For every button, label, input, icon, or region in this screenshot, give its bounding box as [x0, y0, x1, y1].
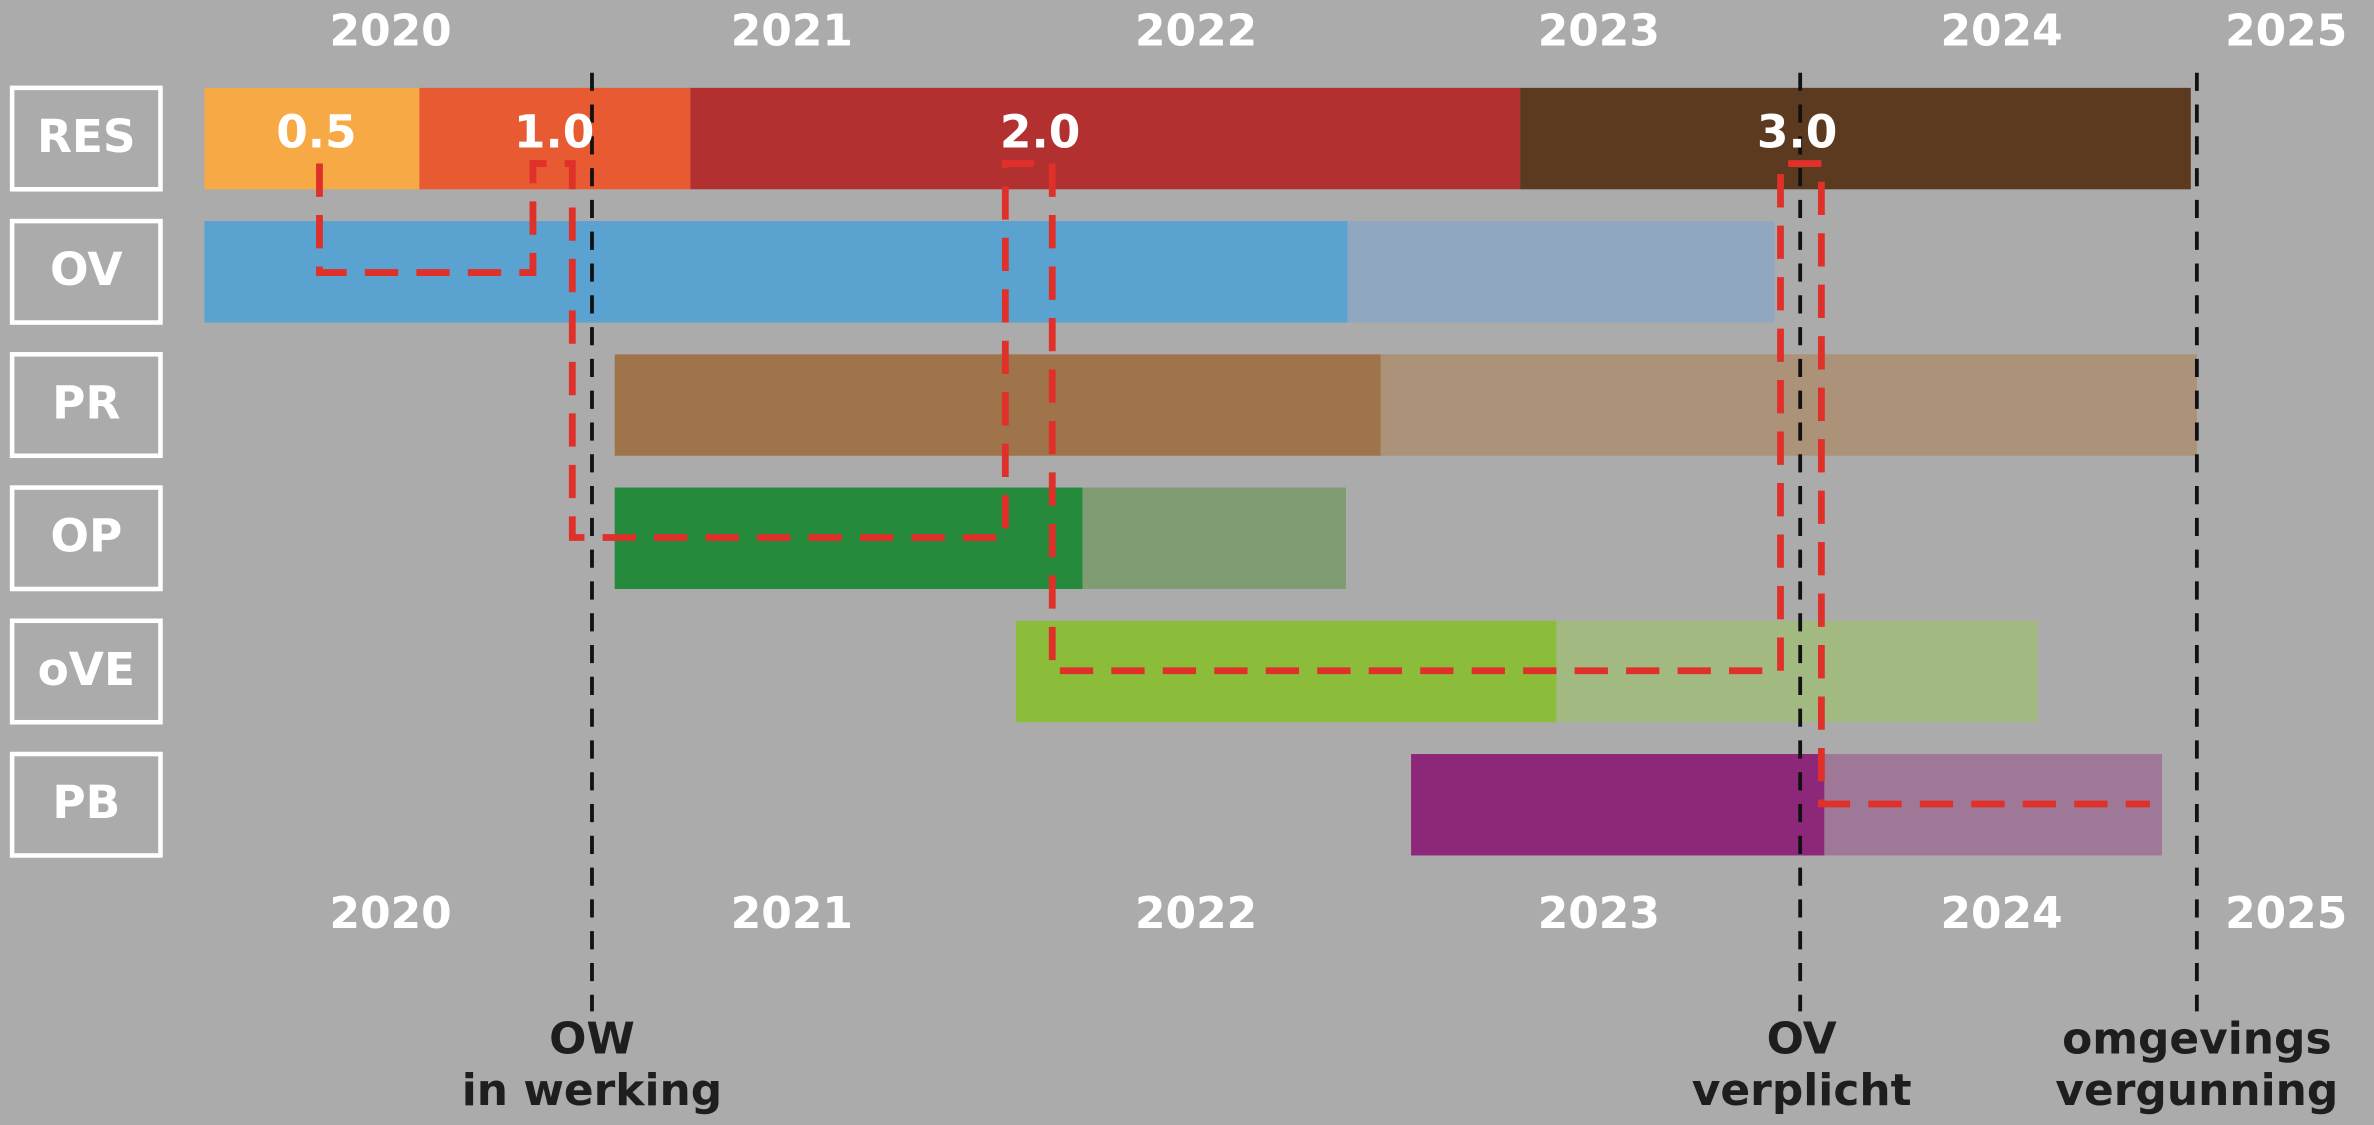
year-label: 2021 — [731, 888, 853, 939]
row-label: RES — [37, 110, 136, 163]
year-label: 2025 — [2225, 888, 2347, 939]
year-label: 2020 — [330, 5, 452, 56]
milestone-label: OV — [1767, 1014, 1837, 1065]
version-label: 3.0 — [1757, 105, 1837, 158]
year-label: 2021 — [731, 5, 853, 56]
row-box — [9, 352, 163, 459]
row-box — [9, 218, 163, 325]
res-bar — [1520, 87, 2191, 190]
milestone-label: in werking — [462, 1065, 722, 1116]
ov-bar — [1347, 221, 1775, 323]
row-box — [9, 751, 163, 858]
row-box — [9, 85, 163, 192]
pb-bar — [1411, 754, 1825, 856]
row-label: PR — [52, 376, 120, 429]
milestone-label: omgevings — [2062, 1014, 2332, 1065]
version-label: 0.5 — [276, 105, 356, 158]
bars — [204, 87, 2197, 856]
op-bar — [1082, 487, 1346, 589]
pr-bar — [614, 354, 1381, 456]
res-bar — [690, 87, 1521, 190]
row-label: oVE — [38, 643, 135, 696]
milestone-label: OW — [549, 1014, 635, 1065]
row-labels: RES OV PR OP oVE PB — [9, 85, 163, 858]
row-box — [9, 618, 163, 725]
milestone-label: verplicht — [1692, 1065, 1912, 1116]
critical-path — [316, 160, 2150, 808]
year-label: 2022 — [1135, 5, 1257, 56]
pr-bar — [1380, 354, 2197, 456]
version-label: 2.0 — [1000, 105, 1080, 158]
res-bar — [419, 87, 691, 190]
row-label: PB — [52, 776, 120, 829]
year-label: 2020 — [330, 888, 452, 939]
version-label: 1.0 — [514, 105, 594, 158]
year-label: 2023 — [1538, 5, 1660, 56]
row-label: OP — [50, 510, 122, 563]
year-label: 2024 — [1940, 5, 2062, 56]
year-label: 2022 — [1135, 888, 1257, 939]
milestone-label: vergunning — [2055, 1065, 2338, 1116]
year-label: 2025 — [2225, 5, 2347, 56]
res-bar — [204, 87, 420, 190]
year-label: 2024 — [1940, 888, 2062, 939]
year-label: 2023 — [1538, 888, 1660, 939]
row-label: OV — [50, 243, 123, 296]
row-box — [9, 485, 163, 592]
